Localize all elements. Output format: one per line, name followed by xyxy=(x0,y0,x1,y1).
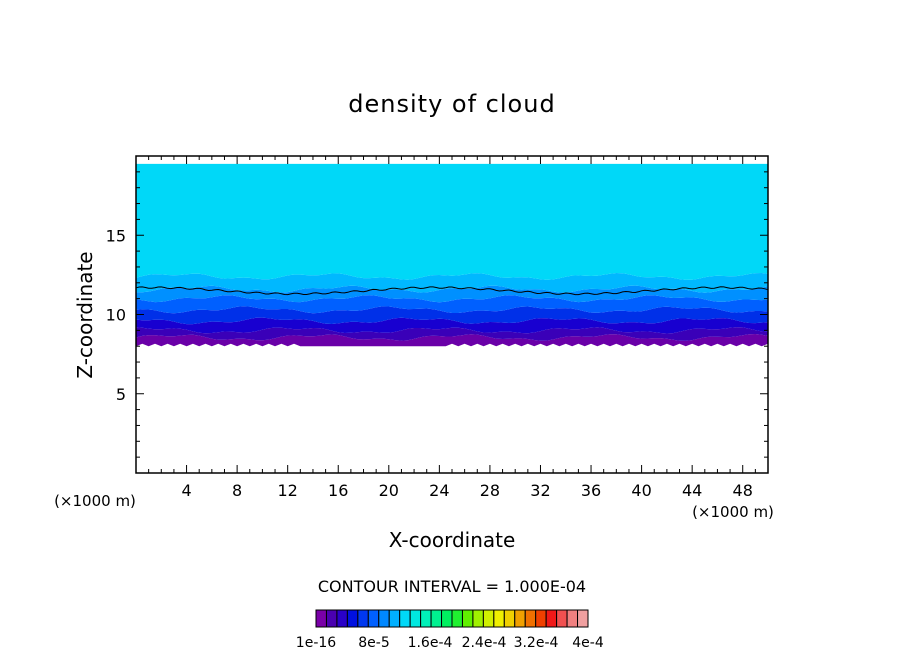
cloud-band xyxy=(136,285,768,303)
cloud-band xyxy=(136,327,768,341)
x-tick-label: 8 xyxy=(232,481,242,500)
colorbar-swatch xyxy=(535,609,547,628)
colorbar-swatch xyxy=(388,609,401,628)
x-tick-label: 28 xyxy=(480,481,500,500)
colorbar-swatch xyxy=(420,609,432,628)
x-axis-label: X-coordinate xyxy=(389,528,516,552)
x-tick-label: 4 xyxy=(181,481,191,500)
colorbar-swatch xyxy=(346,609,359,628)
x-tick-label: 40 xyxy=(631,481,651,500)
colorbar-swatch xyxy=(325,609,338,628)
cloud-band xyxy=(136,317,768,334)
x-tick-label: 24 xyxy=(429,481,449,500)
colorbar-swatch xyxy=(315,609,327,628)
colorbar-swatch xyxy=(566,609,579,628)
y-axis-label: Z-coordinate xyxy=(73,251,97,378)
colorbar-label: 3.2e-4 xyxy=(514,635,559,651)
cloud-band xyxy=(136,273,768,293)
colorbar-swatch xyxy=(514,609,526,628)
colorbar-swatch xyxy=(430,609,443,628)
y-tick-label: 15 xyxy=(106,226,126,245)
colorbar-label: 2.4e-4 xyxy=(462,635,507,651)
colorbar-swatch xyxy=(545,609,558,628)
x-tick-label: 12 xyxy=(278,481,298,500)
colorbar-label: 1.6e-4 xyxy=(408,635,453,651)
colorbar-swatch xyxy=(336,609,348,628)
colorbar-swatch xyxy=(409,609,422,628)
cloud-band xyxy=(136,334,768,347)
colorbar-swatch xyxy=(399,609,411,628)
colorbar-swatch xyxy=(577,609,589,628)
colorbar-label: 4e-4 xyxy=(572,635,604,651)
colorbar-label: 1e-16 xyxy=(296,635,336,651)
colorbar-swatch xyxy=(357,609,369,628)
x-axis: 4 8 12 16 20 24 28 32 36 40 44 48 xyxy=(148,156,756,500)
x-tick-label: 44 xyxy=(682,481,702,500)
colorbar-swatch xyxy=(556,609,568,628)
colorbar-swatch xyxy=(482,609,495,628)
x-tick-label: 20 xyxy=(379,481,399,500)
colorbar-swatch xyxy=(441,609,453,628)
contour-interval-text: CONTOUR INTERVAL = 1.000E-04 xyxy=(318,577,586,596)
colorbar-swatch xyxy=(451,609,463,628)
colorbar-label: 8e-5 xyxy=(358,635,389,651)
cloud-band xyxy=(136,306,768,325)
colorbar-labels: 1e-16 8e-5 1.6e-4 2.4e-4 3.2e-4 4e-4 xyxy=(296,635,604,651)
colorbar-swatch xyxy=(472,609,484,628)
cloud-density-field xyxy=(135,163,769,347)
x-unit-label-left: (×1000 m) xyxy=(54,492,136,510)
x-tick-label: 48 xyxy=(733,481,753,500)
colorbar-swatch xyxy=(461,609,474,628)
y-axis: 5 10 15 xyxy=(106,171,768,458)
y-tick-label: 5 xyxy=(116,385,126,404)
cloud-band xyxy=(136,295,768,314)
colorbar-swatch xyxy=(493,609,505,628)
cloud-band xyxy=(136,163,768,280)
colorbar xyxy=(315,609,589,628)
colorbar-swatch xyxy=(367,609,380,628)
colorbar-swatch xyxy=(503,609,516,628)
chart-title: density of cloud xyxy=(348,90,555,118)
x-tick-label: 16 xyxy=(328,481,348,500)
colorbar-swatch xyxy=(524,609,537,628)
contour-line xyxy=(135,286,769,296)
x-tick-label: 36 xyxy=(581,481,601,500)
x-unit-label-right: (×1000 m) xyxy=(692,503,774,521)
x-tick-label: 32 xyxy=(530,481,550,500)
y-tick-label: 10 xyxy=(106,306,126,325)
colorbar-swatch xyxy=(378,609,390,628)
